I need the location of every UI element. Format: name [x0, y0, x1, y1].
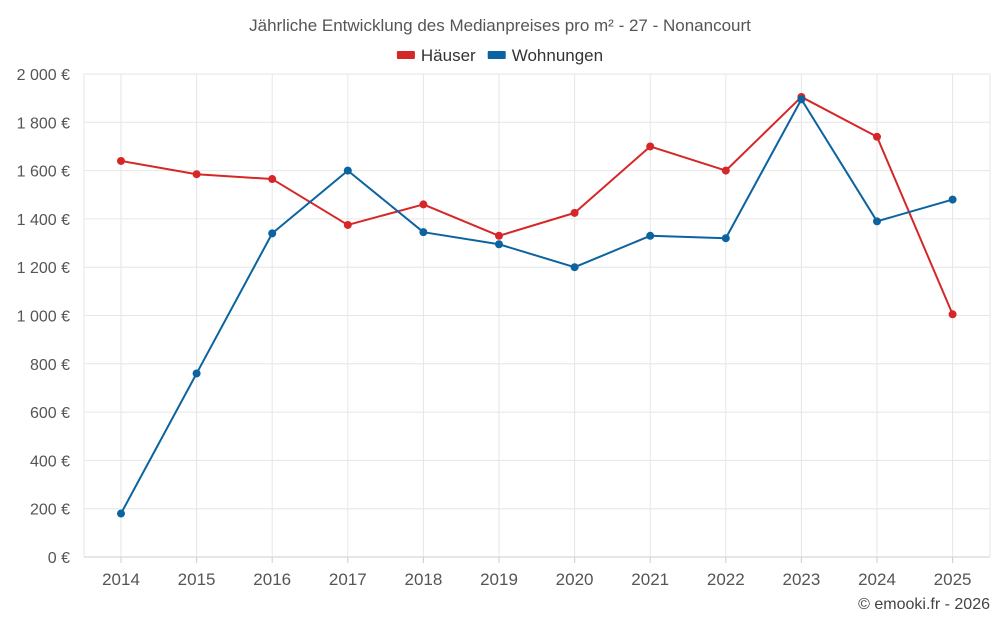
data-point[interactable]: [419, 228, 428, 237]
data-point[interactable]: [570, 263, 579, 272]
credit-text: © emooki.fr - 2026: [858, 596, 990, 613]
x-tick-label: 2017: [329, 570, 367, 589]
data-point[interactable]: [192, 170, 201, 179]
x-tick-label: 2025: [934, 570, 972, 589]
data-point[interactable]: [495, 231, 503, 240]
x-tick-label: 2014: [102, 570, 140, 589]
data-point[interactable]: [873, 132, 881, 141]
series-line: [120, 98, 953, 515]
data-point[interactable]: [419, 200, 428, 209]
y-tick-label: 1 000 €: [17, 309, 70, 326]
data-point[interactable]: [721, 234, 730, 243]
series-wohnungen: [117, 95, 957, 518]
data-point[interactable]: [797, 95, 806, 104]
x-tick-label: 2019: [480, 570, 518, 589]
chart-title: Jährliche Entwicklung des Medianpreises …: [249, 16, 751, 35]
y-tick-label: 2 000 €: [17, 67, 70, 84]
x-tick-label: 2018: [404, 570, 442, 589]
data-point[interactable]: [495, 240, 503, 249]
legend-label: Wohnungen: [512, 46, 603, 65]
y-tick-label: 1 800 €: [17, 115, 70, 132]
data-point[interactable]: [873, 217, 881, 226]
legend-item[interactable]: Häuser: [396, 46, 476, 65]
series-layer: [117, 92, 957, 518]
y-tick-label: 200 €: [30, 502, 70, 519]
legend-swatch: [487, 51, 506, 59]
legend-swatch: [396, 51, 415, 59]
legend: Häuser Wohnungen: [396, 46, 603, 65]
y-tick-label: 1 400 €: [17, 212, 70, 229]
series-haeuser: [117, 92, 957, 319]
y-tick-label: 1 200 €: [17, 260, 70, 277]
x-tick-label: 2021: [631, 570, 669, 589]
series-line: [120, 95, 954, 315]
data-point[interactable]: [721, 166, 730, 175]
grid-lines: [83, 73, 991, 558]
x-tick-label: 2020: [556, 570, 594, 589]
data-point[interactable]: [192, 369, 201, 378]
legend-item[interactable]: Wohnungen: [487, 46, 603, 65]
legend-label: Häuser: [421, 46, 476, 65]
x-tick-label: 2016: [253, 570, 291, 589]
data-point[interactable]: [268, 229, 277, 238]
y-tick-label: 600 €: [30, 405, 70, 422]
data-point[interactable]: [646, 142, 655, 151]
data-point[interactable]: [948, 195, 957, 204]
data-point[interactable]: [343, 166, 352, 175]
y-tick-label: 1 600 €: [17, 164, 70, 181]
y-tick-label: 400 €: [30, 453, 70, 470]
data-point[interactable]: [948, 310, 957, 319]
data-point[interactable]: [117, 509, 125, 518]
x-tick-label: 2024: [858, 570, 896, 589]
data-point[interactable]: [343, 220, 352, 229]
y-tick-label: 800 €: [30, 357, 70, 374]
x-axis-ticks: 2014 2015 2016 2017 2018 2019 2020 2021 2022 2023…: [102, 557, 972, 589]
y-tick-label: 0 €: [48, 550, 70, 567]
x-tick-label: 2022: [707, 570, 745, 589]
data-point[interactable]: [117, 156, 125, 165]
x-tick-label: 2023: [782, 570, 820, 589]
data-point[interactable]: [646, 231, 655, 240]
data-point[interactable]: [268, 175, 277, 184]
x-tick-label: 2015: [178, 570, 216, 589]
y-axis-ticks: 0 € 200 € 400 € 600 € 800 € 1 000 € 1 200 € 1 4…: [17, 67, 70, 567]
data-point[interactable]: [570, 208, 579, 217]
